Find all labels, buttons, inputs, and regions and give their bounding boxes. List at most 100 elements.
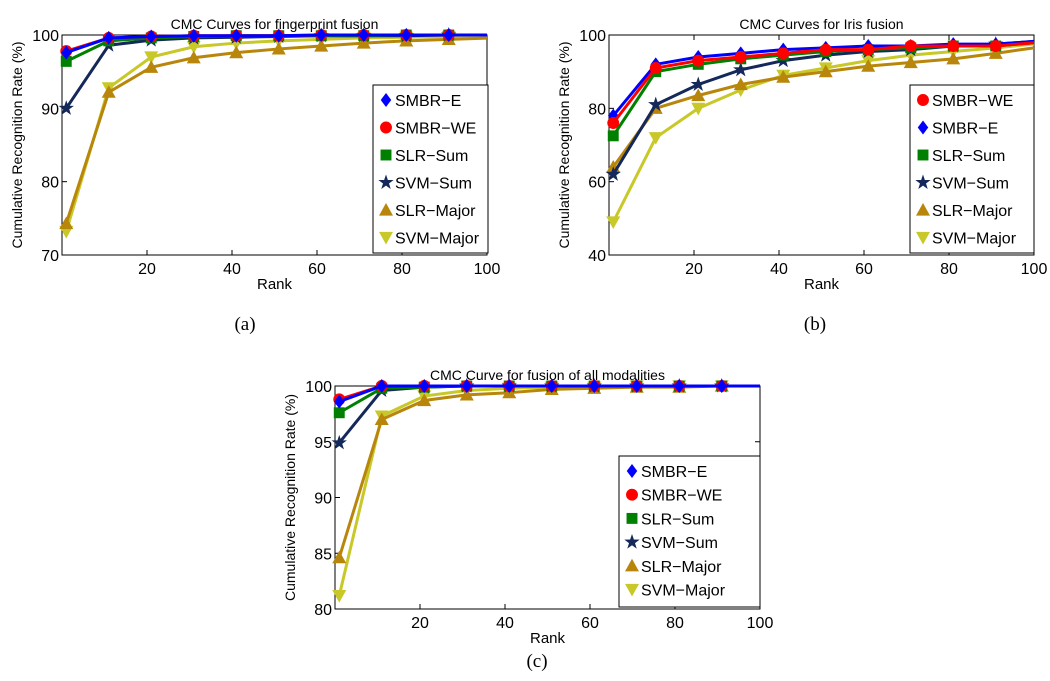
legend-marker xyxy=(917,149,929,161)
legend-label: SMBR−E xyxy=(932,121,998,138)
data-point xyxy=(188,28,199,43)
data-point xyxy=(589,379,600,393)
y-tick-label: 100 xyxy=(305,379,332,396)
data-point xyxy=(605,166,621,181)
x-tick-label: 60 xyxy=(581,615,599,632)
legend-marker xyxy=(626,464,638,478)
data-point xyxy=(674,379,685,393)
legend-box xyxy=(618,455,761,608)
legend-marker xyxy=(380,149,392,161)
x-axis-label: Rank xyxy=(804,276,840,293)
data-point xyxy=(989,40,1002,52)
data-point xyxy=(231,28,242,43)
y-tick-label: 100 xyxy=(32,28,59,45)
legend-marker xyxy=(379,203,393,216)
chart-panel-1: 20 40 60 80 100 70 80 90 100 CMC Curves for finge… xyxy=(9,16,500,293)
data-point xyxy=(316,28,327,42)
data-point xyxy=(691,102,706,116)
x-tick-label: 80 xyxy=(666,615,684,632)
legend-marker xyxy=(915,174,931,190)
data-point xyxy=(374,412,389,426)
legend-marker xyxy=(625,583,639,597)
data-point xyxy=(60,55,72,67)
data-point xyxy=(648,132,663,145)
panel-caption: (c) xyxy=(526,651,547,672)
panel-caption: (b) xyxy=(804,314,826,335)
data-point xyxy=(333,407,345,419)
legend: SMBR−E SMBR−WE SLR−Sum SVM−Sum SLR−Major SVM−… xyxy=(618,455,761,608)
legend-label: SVM−Sum xyxy=(641,535,718,552)
x-tick-label: 20 xyxy=(138,261,156,278)
data-point xyxy=(648,96,664,112)
chart-panel-3: 20 40 60 80 100 80 85 90 95 100 CMC Curve for fusi… xyxy=(282,367,773,647)
data-point xyxy=(146,29,157,44)
data-point xyxy=(733,77,748,91)
data-point xyxy=(546,379,557,393)
legend-label: SVM−Sum xyxy=(932,176,1009,193)
data-point xyxy=(818,64,833,78)
data-point xyxy=(631,379,642,393)
legend-label: SVM−Sum xyxy=(395,176,472,193)
data-point xyxy=(314,39,329,52)
data-point xyxy=(504,379,515,393)
x-tick-label: 100 xyxy=(1021,261,1048,278)
data-point xyxy=(144,51,159,64)
data-point xyxy=(776,70,791,83)
data-point xyxy=(649,62,662,74)
y-tick-label: 70 xyxy=(41,248,59,265)
series-layer xyxy=(331,377,760,603)
data-point xyxy=(690,76,706,92)
data-point xyxy=(358,28,369,42)
data-point xyxy=(273,28,284,43)
data-point xyxy=(271,41,286,55)
data-point xyxy=(606,216,621,229)
legend-marker xyxy=(380,121,392,134)
legend-label: SMBR−E xyxy=(641,464,707,481)
x-tick-label: 40 xyxy=(223,261,241,278)
data-point xyxy=(59,225,74,239)
legend-label: SMBR−WE xyxy=(395,121,476,138)
data-point xyxy=(331,434,347,450)
data-point xyxy=(443,28,454,42)
legend-label: SMBR−WE xyxy=(641,488,722,505)
legend-label: SLR−Major xyxy=(932,203,1013,220)
legend-marker xyxy=(917,120,929,135)
legend-label: SLR−Major xyxy=(395,203,476,220)
y-tick-label: 85 xyxy=(314,546,332,563)
data-point xyxy=(58,100,74,115)
data-point xyxy=(144,60,159,73)
data-point xyxy=(947,40,960,52)
x-tick-label: 40 xyxy=(770,261,788,278)
data-point xyxy=(59,216,74,230)
legend-label: SLR−Sum xyxy=(395,148,468,165)
series-layer xyxy=(605,36,1035,229)
legend-label: SVM−Major xyxy=(932,231,1017,248)
y-tick-label: 40 xyxy=(588,248,606,265)
data-point xyxy=(186,50,201,64)
data-point xyxy=(691,88,706,102)
legend-marker xyxy=(624,534,640,549)
data-point xyxy=(988,46,1003,59)
legend-label: SVM−Major xyxy=(395,231,480,248)
legend-label: SVM−Major xyxy=(641,583,726,600)
legend-marker xyxy=(626,512,638,524)
x-tick-label: 100 xyxy=(747,615,774,632)
y-axis-label: Cumulative Recognition Rate (%) xyxy=(556,42,572,249)
y-tick-label: 60 xyxy=(588,175,606,192)
y-tick-label: 80 xyxy=(314,602,332,619)
y-tick-label: 80 xyxy=(588,101,606,118)
y-tick-label: 90 xyxy=(41,101,59,118)
legend: SMBR−E SMBR−WE SLR−Sum SVM−Sum SLR−Major SVM−… xyxy=(372,84,489,254)
series-layer xyxy=(58,26,488,239)
data-point xyxy=(607,130,619,142)
x-tick-label: 20 xyxy=(411,615,429,632)
data-point xyxy=(334,394,345,409)
data-point xyxy=(61,45,72,60)
x-tick-label: 80 xyxy=(393,261,411,278)
x-axis-label: Rank xyxy=(257,276,293,293)
x-tick-label: 20 xyxy=(685,261,703,278)
data-point xyxy=(332,550,347,564)
data-point xyxy=(376,379,387,393)
data-point xyxy=(777,47,790,60)
chart-title: CMC Curves for Iris fusion xyxy=(739,16,903,32)
